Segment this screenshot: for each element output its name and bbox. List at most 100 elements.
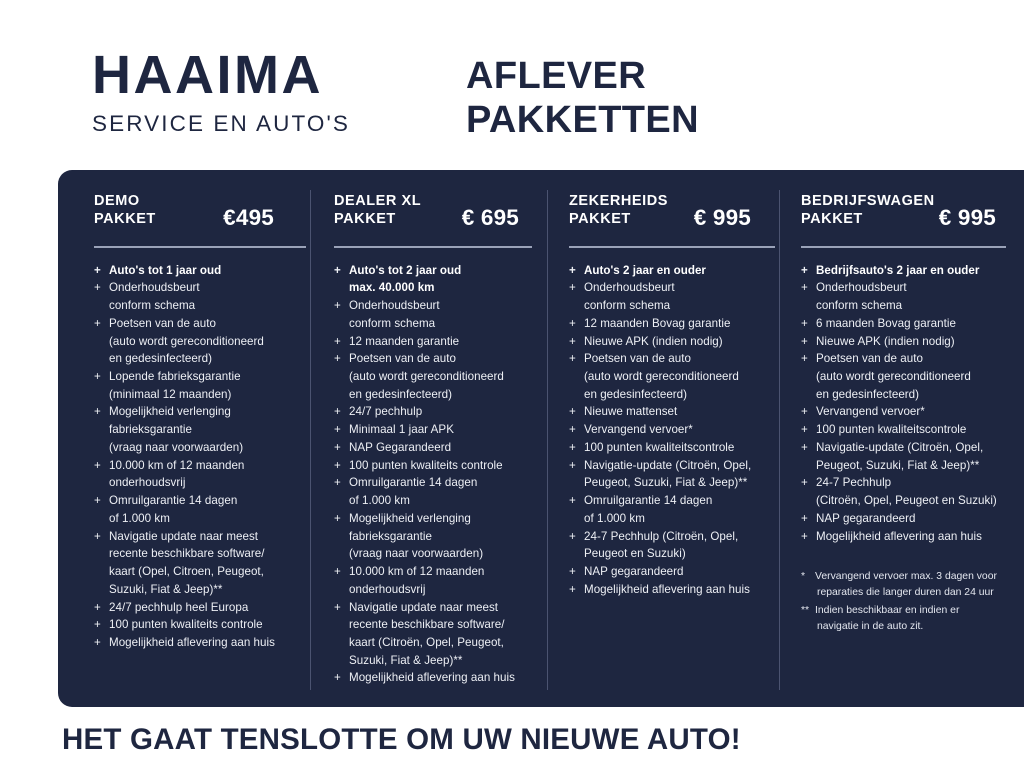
feature-line: Vervangend vervoer* [584,423,693,437]
plus-icon: + [569,334,576,348]
plus-icon: + [801,405,808,419]
feature-item: +100 punten kwaliteits controle [94,616,292,634]
plus-icon: + [334,458,341,472]
column-divider [547,190,548,690]
feature-item: + Navigatie-update (Citroën, Opel, Peugeot… [569,457,765,492]
feature-line: kaart (Citroën, Opel, Peugeot, [349,636,504,650]
feature-item: + Poetsen van de auto (auto wordt gerecond… [569,350,765,403]
package-column: DEALER XL PAKKET € 695 + Auto's tot 2 jaar o… [310,170,547,707]
footnote-line: Vervangend vervoer max. 3 dagen voor [815,571,997,583]
feature-item: + Auto's 2 jaar en ouder [569,262,765,280]
header-divider [801,246,1006,248]
feature-line: 100 punten kwaliteitscontrole [584,440,735,454]
plus-icon: + [94,618,101,632]
package-price: € 695 [461,205,519,230]
feature-line: of 1.000 km [109,511,170,525]
feature-item: +10.000 km of 12 maanden onderhoudsvrij [94,457,292,492]
feature-item: + NAP gegarandeerd [569,563,765,581]
feature-line: 12 maanden Bovag garantie [584,316,731,330]
feature-item: + Minimaal 1 jaar APK [334,421,533,439]
feature-item: + Bedrijfsauto's 2 jaar en ouder [801,262,1014,280]
column-divider [310,190,311,690]
plus-icon: + [334,440,341,454]
feature-item: + Onderhoudsbeurt conform schema [801,279,1014,314]
feature-item: + NAP Gegarandeerd [334,439,533,457]
feature-line: Onderhoudsbeurt [349,299,440,313]
feature-item: + Mogelijkheid verlenging fabrieksgarantie… [334,510,533,563]
feature-line: en gedesinfecteerd) [109,352,213,366]
feature-line: en gedesinfecteerd) [584,387,688,401]
feature-list: + Auto's tot 1 jaar oud + Onderhoudsbeurt co… [94,262,292,652]
package-price: € 995 [938,205,996,230]
package-name-line-1: DEMO [94,193,140,209]
plus-icon: + [334,511,341,525]
feature-line: conform schema [584,299,671,313]
feature-line: 100 punten kwaliteits controle [109,618,263,632]
plus-icon: + [334,565,341,579]
footnote-line: navigatie in de auto zit. [817,620,924,632]
feature-line: 24-7 Pechhulp [816,476,892,490]
feature-line: Navigatie update naar meest [349,600,499,614]
feature-line: Nieuwe mattenset [584,405,678,419]
feature-item: + Nieuwe APK (indien nodig) [801,333,1014,351]
feature-item: + Omruilgarantie 14 dagen of 1.000 km [569,492,765,527]
feature-item: + Mogelijkheid aflevering aan huis [801,528,1014,546]
feature-line: Suzuki, Fiat & Jeep)** [109,582,223,596]
feature-line: Onderhoudsbeurt [584,281,675,295]
plus-icon: + [94,263,101,277]
feature-line: Nieuwe APK (indien nodig) [584,334,723,348]
package-name: BEDRIJFSWAGEN PAKKET [801,192,1014,229]
feature-line: 100 punten kwaliteits controle [349,458,503,472]
footnote-item: * Vervangend vervoer max. 3 dagen voor rep… [801,569,1014,601]
plus-icon: + [569,281,576,295]
feature-line: Minimaal 1 jaar APK [349,423,454,437]
feature-item: +24-7 Pechhulp (Citroën, Opel, Peugeot en… [569,528,765,563]
feature-line: Navigatie-update (Citroën, Opel, [816,440,984,454]
feature-item: +100 punten kwaliteitscontrole [569,439,765,457]
feature-line: recente beschikbare software/ [109,547,265,561]
footnote-line: Indien beschikbaar en indien er [815,604,960,616]
feature-item: + Lopende fabrieksgarantie (minimaal 12 ma… [94,368,292,403]
plus-icon: + [801,281,808,295]
plus-icon: + [334,334,341,348]
footnote-item: ** Indien beschikbaar en indien er navigat… [801,603,1014,635]
brand-tagline: SERVICE EN AUTO'S [92,111,350,136]
feature-item: + Nieuwe APK (indien nodig) [569,333,765,351]
feature-line: 24-7 Pechhulp (Citroën, Opel, [584,529,739,543]
feature-line: 100 punten kwaliteitscontrole [816,423,967,437]
feature-item: + Poetsen van de auto (auto wordt gerecond… [801,350,1014,403]
feature-line: recente beschikbare software/ [349,618,505,632]
feature-item: + Mogelijkheid aflevering aan huis [334,669,533,687]
footnotes: * Vervangend vervoer max. 3 dagen voor rep… [801,569,1014,635]
package-name: DEMO PAKKET [94,192,292,229]
plus-icon: + [569,352,576,366]
plus-icon: + [94,600,101,614]
feature-line: conform schema [349,316,436,330]
feature-line: en gedesinfecteerd) [816,387,920,401]
plus-icon: + [334,405,341,419]
package-price: € 995 [693,205,751,230]
feature-list: + Bedrijfsauto's 2 jaar en ouder + Onderhou… [801,262,1014,546]
feature-line: Mogelijkheid verlenging [349,511,471,525]
feature-item: + Poetsen van de auto (auto wordt gerecond… [334,350,533,403]
brand-logo: HAAIMA SERVICE EN AUTO'S [92,48,432,136]
plus-icon: + [569,263,576,277]
plus-icon: + [569,405,576,419]
feature-line: (Citroën, Opel, Peugeot en Suzuki) [816,494,997,508]
feature-line: Auto's tot 2 jaar oud [349,263,462,277]
feature-item: +100 punten kwaliteitscontrole [801,421,1014,439]
feature-line: (minimaal 12 maanden) [109,387,232,401]
plus-icon: + [94,281,101,295]
feature-list: + Auto's tot 2 jaar oud max. 40.000 km + Ond… [334,262,533,688]
feature-item: +100 punten kwaliteits controle [334,457,533,475]
plus-icon: + [94,494,101,508]
feature-item: + Omruilgarantie 14 dagen of 1.000 km [94,492,292,527]
package-header: DEMO PAKKET €495 [94,192,292,240]
page-title-line-1: AFLEVER [466,55,647,97]
feature-line: conform schema [816,299,903,313]
feature-item: + Poetsen van de auto (auto wordt gerecond… [94,315,292,368]
plus-icon: + [94,529,101,543]
feature-line: en gedesinfecteerd) [349,387,453,401]
plus-icon: + [801,440,808,454]
plus-icon: + [94,636,101,650]
